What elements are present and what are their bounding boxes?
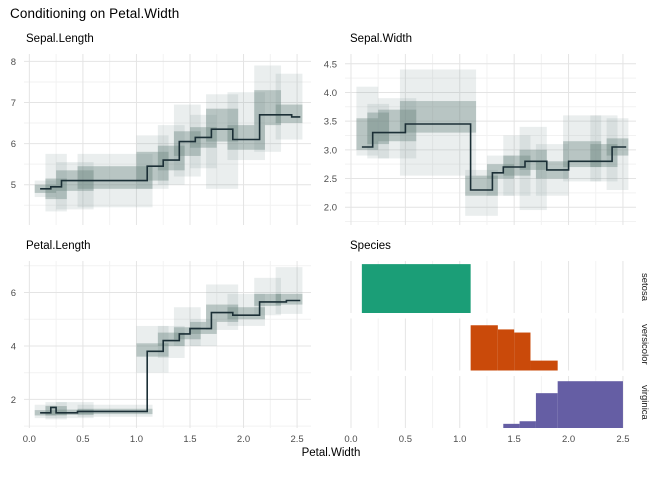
svg-text:4.0: 4.0 <box>324 88 337 99</box>
svg-text:3.5: 3.5 <box>324 117 337 128</box>
svg-text:0.5: 0.5 <box>399 434 412 445</box>
svg-text:0.0: 0.0 <box>23 434 36 445</box>
facet-label-virginica: virginica <box>639 384 650 420</box>
svg-text:4: 4 <box>11 341 16 352</box>
svg-text:2: 2 <box>11 395 16 406</box>
sepal-width-step-chart: 4.5 4.0 3.5 3.0 2.5 2.0 <box>324 54 636 225</box>
facet-label-versicolor: versicolor <box>639 323 650 365</box>
svg-text:6: 6 <box>11 288 16 299</box>
svg-text:2.0: 2.0 <box>237 434 250 445</box>
svg-text:0.5: 0.5 <box>76 434 89 445</box>
x-axis-label: Petal.Width <box>301 447 361 459</box>
svg-text:1.5: 1.5 <box>183 434 196 445</box>
species-histogram-chart: 0.0 0.5 1.0 1.5 2.0 2.5 <box>344 261 630 445</box>
panel-title-sepal-length: Sepal.Length <box>26 33 94 45</box>
svg-text:3.0: 3.0 <box>324 145 337 156</box>
svg-text:1.0: 1.0 <box>130 434 143 445</box>
svg-text:4.5: 4.5 <box>324 59 337 70</box>
svg-text:7: 7 <box>11 98 16 109</box>
svg-text:2.5: 2.5 <box>290 434 303 445</box>
petal-length-step-chart: 6 4 2 0.0 0.5 1.0 1.5 2.0 2.5 <box>11 261 311 445</box>
panel-title-petal-length: Petal.Length <box>26 240 91 252</box>
svg-text:5: 5 <box>11 180 16 191</box>
svg-text:2.0: 2.0 <box>324 203 337 214</box>
svg-text:1.0: 1.0 <box>453 434 466 445</box>
svg-text:2.0: 2.0 <box>562 434 575 445</box>
panel-title-sepal-width: Sepal.Width <box>350 33 413 45</box>
facet-label-setosa: setosa <box>639 273 650 301</box>
panel-title-species: Species <box>350 240 391 252</box>
svg-text:6: 6 <box>11 139 16 150</box>
svg-text:2.5: 2.5 <box>616 434 629 445</box>
svg-text:1.5: 1.5 <box>508 434 521 445</box>
sepal-length-step-chart: 8 7 6 5 <box>11 54 311 225</box>
main-title: Conditioning on Petal.Width <box>10 6 180 21</box>
svg-text:0.0: 0.0 <box>344 434 357 445</box>
svg-text:8: 8 <box>11 57 16 68</box>
svg-text:2.5: 2.5 <box>324 174 337 185</box>
